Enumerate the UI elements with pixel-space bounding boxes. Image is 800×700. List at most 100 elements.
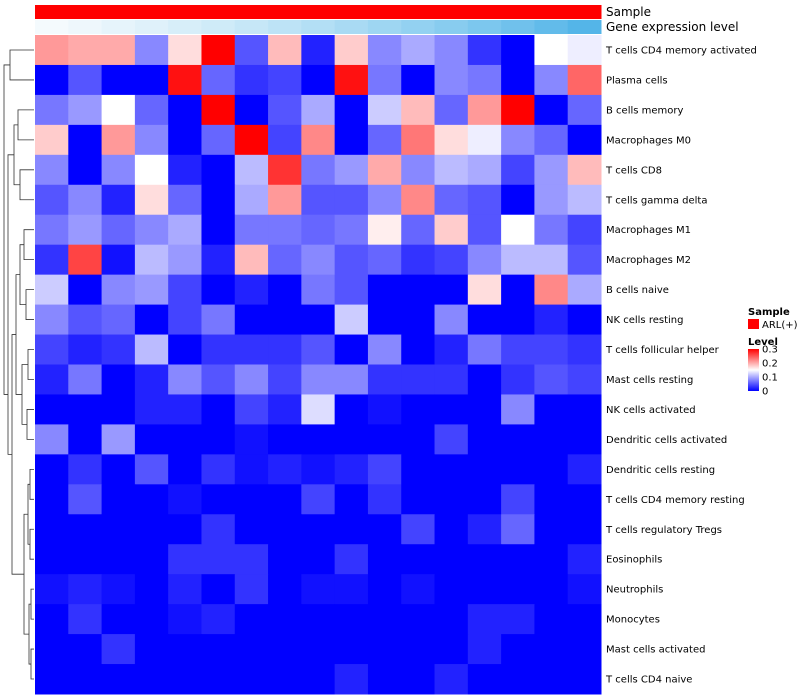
heatmap-cell [401, 334, 436, 365]
heatmap-cell [334, 544, 369, 575]
heatmap-cell [367, 574, 402, 605]
heatmap-cell [367, 334, 402, 365]
heatmap-cell [134, 274, 169, 306]
heatmap-cell [134, 124, 169, 156]
heatmap-cell [501, 35, 535, 66]
heatmap-cell [401, 64, 436, 96]
heatmap-cell [567, 304, 602, 336]
heatmap-cell [101, 634, 136, 665]
legend: Sample ARL(+) Level 0.3 0.2 0.1 0 [748, 307, 798, 398]
heatmap-cell [101, 664, 136, 695]
heatmap-cell [234, 35, 269, 66]
heatmap-cell [68, 94, 103, 126]
row-label: B cells memory [606, 105, 683, 116]
dendrogram-branch [17, 109, 34, 141]
heatmap-cell [234, 664, 269, 695]
heatmap-cell [401, 304, 436, 336]
heatmap-cell [134, 664, 169, 695]
heatmap-cell [68, 664, 103, 695]
heatmap-cell [201, 664, 236, 695]
heatmap-cell [501, 94, 535, 126]
annotation-0-cell [68, 5, 103, 19]
heatmap-cell [534, 484, 569, 515]
heatmap-cell [334, 574, 369, 605]
heatmap-cell [401, 124, 436, 156]
heatmap-cell [268, 334, 302, 365]
heatmap-cell [367, 544, 402, 575]
legend-label-arl: ARL(+) [762, 320, 798, 331]
heatmap-cell [367, 244, 402, 276]
heatmap-cell [234, 574, 269, 605]
heatmap-cell [434, 154, 469, 186]
heatmap-cell [35, 184, 69, 216]
heatmap-cell [201, 334, 236, 365]
heatmap-cell [567, 94, 602, 126]
row-label: B cells naive [606, 285, 669, 296]
heatmap-cell [168, 304, 202, 336]
annotation-track-label: Gene expression level [606, 20, 739, 34]
heatmap-cell [467, 394, 502, 425]
heatmap-cell [134, 64, 169, 96]
heatmap-cell [268, 304, 302, 336]
heatmap-cell [201, 604, 236, 635]
heatmap-cell [268, 664, 302, 695]
heatmap-cell [501, 364, 535, 395]
row-label: Plasma cells [606, 75, 668, 86]
heatmap-cell [134, 514, 169, 545]
heatmap-cell [35, 35, 69, 66]
heatmap-cell [334, 184, 369, 216]
heatmap-cell [334, 364, 369, 395]
heatmap-cell [35, 64, 69, 96]
heatmap-cell [401, 604, 436, 635]
heatmap-cell [434, 35, 469, 66]
heatmap-cell [301, 35, 336, 66]
heatmap-cell [467, 214, 502, 246]
heatmap-cell [134, 544, 169, 575]
dendrogram-branch [15, 274, 22, 395]
heatmap-cell [168, 394, 202, 425]
heatmap-cell [168, 184, 202, 216]
heatmap-cell [201, 184, 236, 216]
heatmap-cell [501, 334, 535, 365]
heatmap-cell [234, 64, 269, 96]
heatmap-cell [134, 484, 169, 515]
heatmap-cell [567, 274, 602, 306]
heatmap-cell [434, 364, 469, 395]
heatmap-cell [234, 214, 269, 246]
heatmap-cell [268, 634, 302, 665]
annotation-0-cell [401, 5, 436, 19]
heatmap-cell [501, 394, 535, 425]
legend-level-colorbar [748, 349, 759, 391]
row-label: T cells gamma delta [605, 195, 707, 206]
heatmap-cell [234, 484, 269, 515]
annotation-0-cell [334, 5, 369, 19]
heatmap-cell [234, 454, 269, 485]
heatmap-cell [334, 634, 369, 665]
annotation-0-cell [501, 5, 535, 19]
heatmap-cell [268, 424, 302, 455]
heatmap-cell [501, 604, 535, 635]
heatmap-cell [534, 454, 569, 485]
heatmap-cell [334, 154, 369, 186]
annotation-1-cell [68, 20, 103, 34]
annotation-0-cell [134, 5, 169, 19]
heatmap-cell [68, 154, 103, 186]
heatmap-cell [434, 484, 469, 515]
heatmap-cell [334, 514, 369, 545]
dendrogram-branch [27, 349, 34, 380]
heatmap-cell [567, 514, 602, 545]
legend-level-tick: 0.3 [762, 345, 778, 356]
heatmap-cell [68, 64, 103, 96]
heatmap-cell [501, 574, 535, 605]
annotation-0-cell [201, 5, 236, 19]
heatmap-cell [467, 274, 502, 306]
heatmap-cell [401, 184, 436, 216]
heatmap-cell [534, 364, 569, 395]
heatmap-cell [101, 184, 136, 216]
heatmap-cell [268, 64, 302, 96]
heatmap-cell [334, 394, 369, 425]
heatmap-cell [134, 574, 169, 605]
heatmap-cell [234, 184, 269, 216]
heatmap-cell [101, 514, 136, 545]
heatmap-cell [101, 604, 136, 635]
